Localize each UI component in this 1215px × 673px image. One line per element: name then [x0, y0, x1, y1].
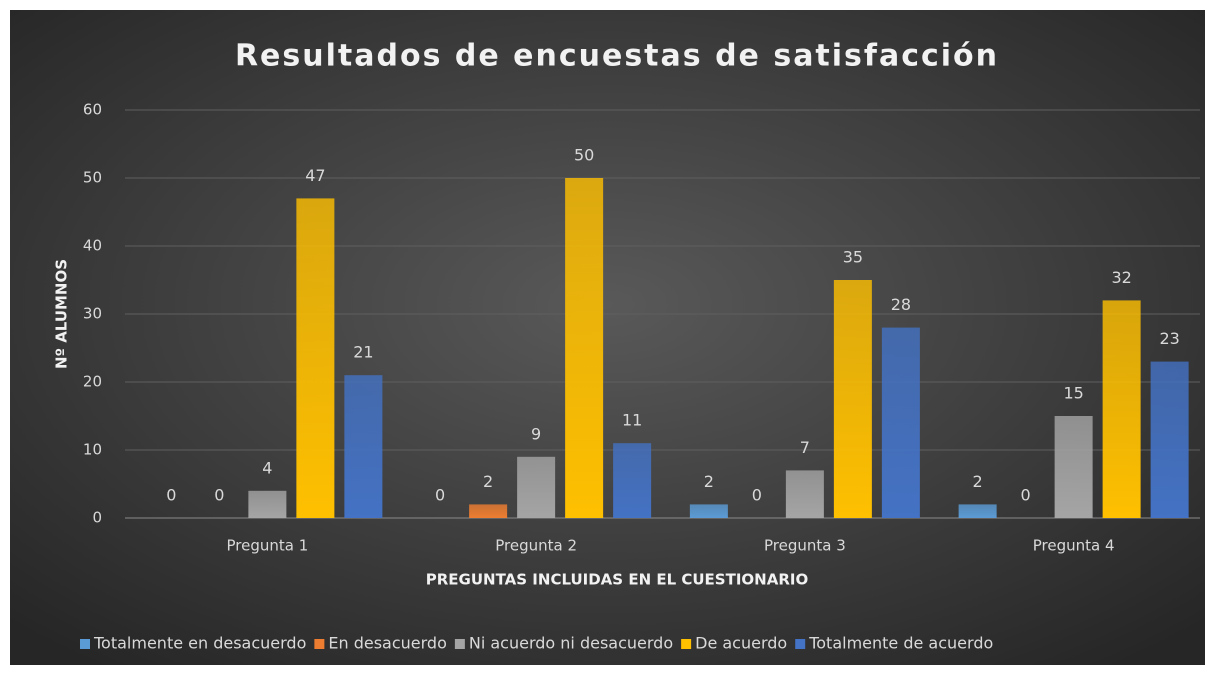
x-tick-label: Pregunta 2 — [495, 537, 577, 555]
chart-background — [10, 10, 1205, 665]
bar — [296, 198, 335, 518]
y-tick-label: 0 — [92, 509, 102, 527]
y-tick-label: 40 — [83, 237, 102, 255]
x-tick-label: Pregunta 4 — [1033, 537, 1115, 555]
bar — [344, 375, 383, 518]
bar — [565, 178, 604, 518]
bar — [958, 504, 997, 518]
legend-swatch — [681, 639, 692, 649]
data-label: 28 — [891, 295, 911, 314]
data-label: 0 — [752, 486, 762, 505]
data-label: 2 — [483, 472, 493, 491]
y-tick-label: 10 — [83, 441, 102, 459]
bar — [517, 456, 556, 518]
legend-swatch — [454, 639, 465, 649]
y-tick-label: 20 — [83, 373, 102, 391]
data-label: 21 — [353, 343, 373, 362]
data-label: 0 — [1021, 486, 1031, 505]
bar — [1054, 416, 1093, 518]
bar — [1102, 300, 1141, 518]
data-label: 35 — [843, 248, 863, 267]
legend-label: En desacuerdo — [328, 634, 447, 653]
bar — [881, 327, 920, 518]
data-label: 0 — [435, 486, 445, 505]
data-label: 15 — [1063, 384, 1083, 403]
bar — [613, 443, 652, 518]
data-label: 0 — [214, 486, 224, 505]
bar — [469, 504, 508, 518]
data-label: 4 — [262, 458, 272, 477]
y-tick-label: 60 — [83, 101, 102, 119]
legend-swatch — [314, 639, 325, 649]
bar — [833, 280, 872, 518]
x-tick-label: Pregunta 3 — [764, 537, 846, 555]
bar — [785, 470, 824, 518]
legend-swatch — [795, 639, 806, 649]
y-axis-title: Nº ALUMNOS — [53, 259, 71, 369]
bar — [1150, 361, 1189, 518]
data-label: 32 — [1111, 268, 1131, 287]
chart-title: Resultados de encuestas de satisfacción — [235, 39, 999, 74]
bar — [248, 490, 287, 518]
data-label: 7 — [800, 438, 810, 457]
x-tick-label: Pregunta 1 — [226, 537, 308, 555]
data-label: 2 — [704, 472, 714, 491]
legend-label: De acuerdo — [695, 634, 787, 653]
legend-label: Ni acuerdo ni desacuerdo — [469, 634, 673, 653]
bar — [689, 504, 728, 518]
legend-label: Totalmente en desacuerdo — [93, 634, 306, 653]
data-label: 23 — [1159, 329, 1179, 348]
y-tick-label: 30 — [83, 305, 102, 323]
data-label: 50 — [574, 146, 594, 165]
data-label: 11 — [622, 411, 642, 430]
x-axis-title: PREGUNTAS INCLUIDAS EN EL CUESTIONARIO — [426, 571, 808, 589]
y-tick-label: 50 — [83, 169, 102, 187]
data-label: 9 — [531, 424, 541, 443]
data-label: 2 — [973, 472, 983, 491]
legend-swatch — [80, 639, 90, 649]
data-label: 47 — [305, 166, 325, 185]
legend-label: Totalmente de acuerdo — [808, 634, 993, 653]
data-label: 0 — [166, 486, 176, 505]
